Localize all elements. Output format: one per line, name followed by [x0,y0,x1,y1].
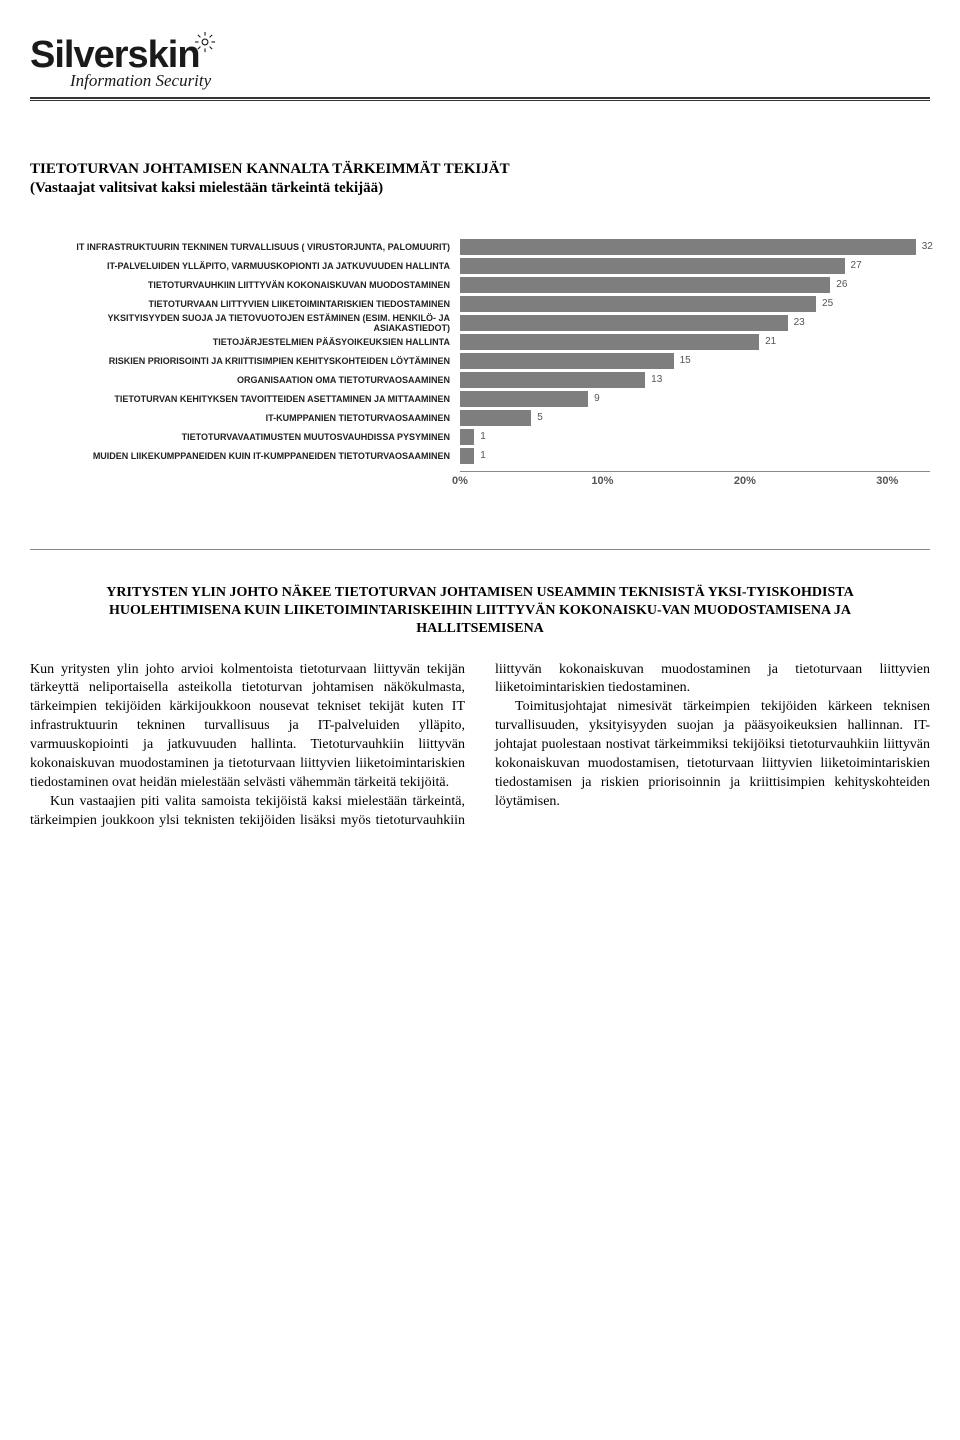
chart-row-label: TIETOJÄRJESTELMIEN PÄÄSYOIKEUKSIEN HALLI… [30,337,460,347]
chart-row: TIETOTURVAAN LIITTYVIEN LIIKETOIMINTARIS… [30,294,930,313]
chart-row-label: TIETOTURVAUHKIIN LIITTYVÄN KOKONAISKUVAN… [30,280,460,290]
chart-value-label: 5 [537,410,543,426]
bar-chart: IT INFRASTRUKTUURIN TEKNINEN TURVALLISUU… [30,237,930,489]
chart-row-label: TIETOTURVAVAATIMUSTEN MUUTOSVAUHDISSA PY… [30,432,460,442]
chart-value-label: 15 [680,353,691,369]
chart-row: MUIDEN LIIKEKUMPPANEIDEN KUIN IT-KUMPPAN… [30,446,930,465]
logo-text: Silverskin [30,20,930,77]
chart-bar [460,258,845,274]
chart-bar [460,391,588,407]
chart-value-label: 25 [822,296,833,312]
chart-bar [460,296,816,312]
chart-row-label: YKSITYISYYDEN SUOJA JA TIETOVUOTOJEN EST… [30,313,460,333]
chart-track: 26 [460,277,930,293]
chart-row-label: IT-PALVELUIDEN YLLÄPITO, VARMUUSKOPIONTI… [30,261,460,271]
chart-bar [460,429,474,445]
chart-value-label: 23 [794,315,805,331]
section-title: YRITYSTEN YLIN JOHTO NÄKEE TIETOTURVAN J… [90,584,870,639]
chart-row-label: MUIDEN LIIKEKUMPPANEIDEN KUIN IT-KUMPPAN… [30,451,460,461]
chart-bar [460,448,474,464]
sun-icon [194,20,216,42]
page-heading: TIETOTURVAN JOHTAMISEN KANNALTA TÄRKEIMM… [30,161,930,178]
chart-row: IT-PALVELUIDEN YLLÄPITO, VARMUUSKOPIONTI… [30,256,930,275]
chart-track: 25 [460,296,930,312]
chart-row: RISKIEN PRIORISOINTI JA KRIITTISIMPIEN K… [30,351,930,370]
chart-row-label: ORGANISAATION OMA TIETOTURVAOSAAMINEN [30,375,460,385]
chart-track: 1 [460,429,930,445]
chart-bar [460,315,788,331]
chart-track: 27 [460,258,930,274]
chart-tick: 30% [876,475,898,487]
chart-row-label: IT INFRASTRUKTUURIN TEKNINEN TURVALLISUU… [30,242,460,252]
chart-value-label: 26 [836,277,847,293]
chart-row: TIETOTURVAUHKIIN LIITTYVÄN KOKONAISKUVAN… [30,275,930,294]
chart-value-label: 32 [922,239,933,255]
chart-row-label: IT-KUMPPANIEN TIETOTURVAOSAAMINEN [30,413,460,423]
chart-row-label: TIETOTURVAN KEHITYKSEN TAVOITTEIDEN ASET… [30,394,460,404]
body-text: Kun yritysten ylin johto arvioi kolmento… [30,661,930,831]
chart-value-label: 1 [480,448,486,464]
chart-row: TIETOTURVAN KEHITYKSEN TAVOITTEIDEN ASET… [30,389,930,408]
chart-track: 23 [460,315,930,331]
logo-block: Silverskin Information Security [30,20,930,91]
chart-tick: 20% [734,475,756,487]
chart-row: TIETOTURVAVAATIMUSTEN MUUTOSVAUHDISSA PY… [30,427,930,446]
chart-bar [460,372,645,388]
chart-x-axis: 0% 10% 20% 30% [30,471,930,489]
chart-value-label: 21 [765,334,776,350]
chart-track: 32 [460,239,930,255]
logo-tagline: Information Security [70,71,930,91]
chart-value-label: 9 [594,391,600,407]
logo-name: Silverskin [30,34,200,76]
chart-track: 21 [460,334,930,350]
chart-row: IT INFRASTRUKTUURIN TEKNINEN TURVALLISUU… [30,237,930,256]
page-subheading: (Vastaajat valitsivat kaksi mielestään t… [30,180,930,197]
chart-row: YKSITYISYYDEN SUOJA JA TIETOVUOTOJEN EST… [30,313,930,332]
chart-value-label: 1 [480,429,486,445]
chart-row: IT-KUMPPANIEN TIETOTURVAOSAAMINEN 5 [30,408,930,427]
chart-row: TIETOJÄRJESTELMIEN PÄÄSYOIKEUKSIEN HALLI… [30,332,930,351]
paragraph: Toimitusjohtajat nimesivät tärkeimpien t… [495,698,930,811]
chart-value-label: 27 [851,258,862,274]
chart-bar [460,277,830,293]
chart-track: 15 [460,353,930,369]
header-rule [30,97,930,101]
section-rule [30,549,930,550]
chart-value-label: 13 [651,372,662,388]
chart-bar [460,334,759,350]
chart-bar [460,239,916,255]
chart-bar [460,410,531,426]
chart-row-label: TIETOTURVAAN LIITTYVIEN LIIKETOIMINTARIS… [30,299,460,309]
chart-track: 9 [460,391,930,407]
chart-bar [460,353,674,369]
paragraph: Kun yritysten ylin johto arvioi kolmento… [30,661,465,793]
chart-row-label: RISKIEN PRIORISOINTI JA KRIITTISIMPIEN K… [30,356,460,366]
chart-track: 1 [460,448,930,464]
chart-tick: 0% [452,475,468,487]
chart-track: 13 [460,372,930,388]
chart-row: ORGANISAATION OMA TIETOTURVAOSAAMINEN 13 [30,370,930,389]
chart-track: 5 [460,410,930,426]
chart-tick: 10% [591,475,613,487]
